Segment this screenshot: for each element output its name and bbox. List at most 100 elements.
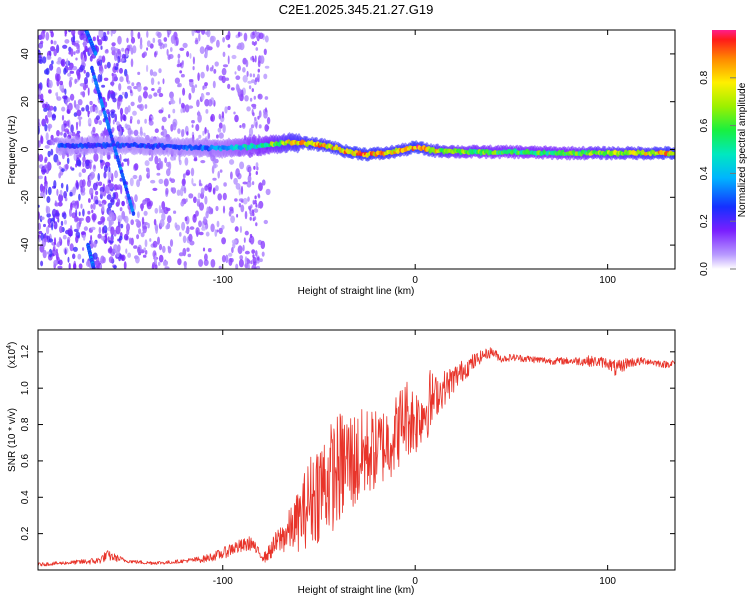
spectrogram-speckle <box>242 75 248 83</box>
spectrogram-ytick-label: -20 <box>20 190 31 205</box>
spectrogram-speckle <box>40 191 44 198</box>
spectrogram-speckle <box>125 248 128 254</box>
spectrogram-speckle <box>197 72 200 81</box>
spectrogram-speckle <box>246 180 252 188</box>
spectrogram-speckle <box>143 132 146 137</box>
spectrogram-speckle <box>252 31 255 36</box>
spectrogram-speckle <box>120 113 123 122</box>
spectrogram-speckle <box>89 55 93 62</box>
spectrogram-speckle <box>123 261 127 269</box>
spectrogram-speckle <box>61 114 65 121</box>
spectrogram-speckle <box>118 83 122 91</box>
spectrogram-speckle <box>136 234 140 240</box>
spectrogram-speckle <box>72 66 78 71</box>
spectrogram-speckle <box>117 35 122 45</box>
colorbar-label: Normalized spectral amplitude <box>737 82 748 217</box>
spectrogram-speckle <box>98 120 102 126</box>
spectrogram-speckle <box>73 263 77 269</box>
svg-text:(x104): (x104) <box>6 342 18 369</box>
spectrogram-speckle <box>212 80 216 89</box>
spectrogram-speckle <box>239 225 242 234</box>
spectrogram-speckle <box>266 125 270 130</box>
spectrogram-speckle <box>64 30 68 35</box>
spectrogram-xtick-label: 100 <box>599 275 616 286</box>
spectrogram-speckle <box>133 245 138 249</box>
spectrogram-speckle <box>257 68 260 73</box>
spectrogram-speckle <box>76 121 78 131</box>
spectrogram-speckle <box>98 203 103 207</box>
spectrogram-speckle <box>58 236 62 243</box>
spectrogram-speckle <box>178 97 182 105</box>
spectrogram-speckle <box>38 222 41 230</box>
spectrogram-speckle <box>251 265 255 269</box>
spectrogram-speckle <box>59 225 63 234</box>
spectrogram-speckle <box>254 30 257 35</box>
spectrogram-speckle <box>205 231 210 237</box>
spectrogram-speckle <box>87 110 91 115</box>
spectrogram-speckle <box>142 91 148 99</box>
spectrogram-speckle <box>235 168 240 178</box>
spectrogram-speckle <box>53 48 57 57</box>
spectrogram-speckle <box>73 112 78 117</box>
spectrogram-speckle <box>92 36 96 42</box>
spectrogram-speckle <box>179 47 185 51</box>
spectrogram-speckle <box>135 255 140 264</box>
spectrogram-speckle <box>184 157 189 166</box>
spectrogram-speckle <box>85 71 90 78</box>
spectrogram-speckle <box>255 77 258 82</box>
spectrogram-speckle <box>148 120 154 126</box>
spectrogram-speckle <box>253 95 256 100</box>
spectrogram-speckle <box>176 189 181 196</box>
spectrogram-speckle <box>210 223 215 233</box>
spectrogram-speckle <box>110 111 115 119</box>
spectrogram-speckle <box>205 92 210 96</box>
spectrogram-speckle <box>133 86 139 90</box>
spectrogram-speckle <box>231 239 237 244</box>
spectrogram-speckle <box>117 215 123 223</box>
spectrogram-speckle <box>114 66 119 71</box>
spectrogram-speckle <box>184 216 188 222</box>
spectrogram-speckle <box>66 157 70 164</box>
spectrogram-speckle <box>136 179 141 188</box>
spectrogram-speckle <box>125 50 129 58</box>
spectrogram-speckle <box>114 113 117 123</box>
spectrogram-speckle <box>244 256 248 265</box>
spectrogram-speckle <box>253 208 259 213</box>
spectrogram-speckle <box>68 229 73 237</box>
spectrogram-speckle <box>225 254 229 264</box>
snr-series-line <box>38 347 675 567</box>
spectrogram-speckle <box>158 68 162 74</box>
spectrogram-speckle <box>112 73 118 82</box>
spectrogram-speckle <box>75 200 78 204</box>
spectrogram-speckle <box>251 181 255 186</box>
spectrogram-speckle <box>50 31 54 38</box>
spectrogram-speckle <box>152 71 158 77</box>
spectrogram-speckle <box>42 56 47 64</box>
spectrogram-speckle <box>217 171 220 179</box>
spectrogram-speckle <box>170 35 176 44</box>
spectrogram-speckle <box>248 85 252 90</box>
spectrogram-speckle <box>174 77 180 84</box>
spectrogram-speckle <box>222 124 226 134</box>
spectrogram-speckle <box>126 229 130 236</box>
spectrogram-speckle <box>103 171 107 179</box>
spectrogram-speckle <box>204 185 209 191</box>
spectrogram-speckle <box>254 195 257 200</box>
spectrogram-speckle <box>67 72 72 77</box>
spectrogram-speckle <box>77 253 82 260</box>
spectrogram-speckle <box>111 127 115 132</box>
spectrogram-speckle <box>64 33 67 37</box>
spectrogram-speckle <box>258 32 264 40</box>
spectrogram-speckle <box>150 77 155 86</box>
spectrogram-speckle <box>227 30 231 39</box>
spectrogram-speckle <box>66 184 69 193</box>
spectrogram-speckle <box>255 162 259 168</box>
spectrogram-speckle <box>244 250 250 255</box>
snr-ytick-label: 0.6 <box>20 454 31 468</box>
spectrogram-speckle <box>249 207 252 212</box>
spectrogram-speckle <box>183 187 187 194</box>
spectrogram-speckle <box>73 99 77 108</box>
spectrogram-speckle <box>205 48 208 58</box>
spectrogram-speckle <box>93 240 97 248</box>
spectrogram-speckle <box>152 187 158 191</box>
